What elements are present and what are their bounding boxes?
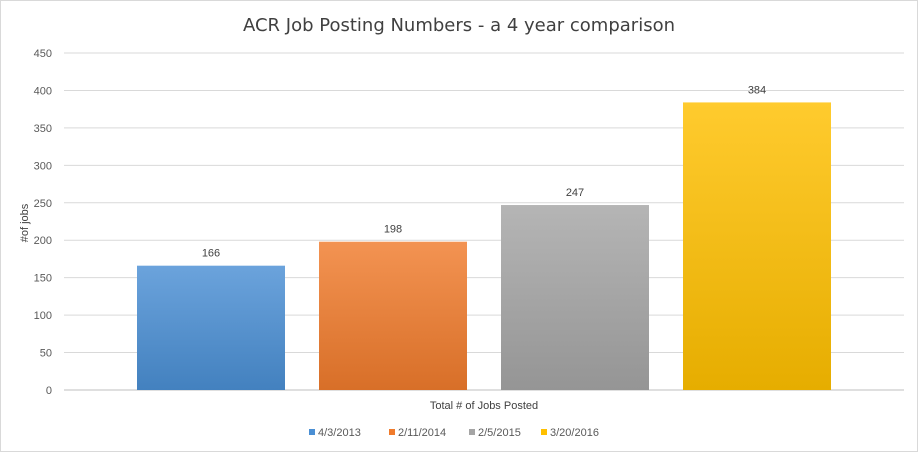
bar-4 bbox=[683, 102, 831, 390]
y-tick-label: 150 bbox=[34, 273, 52, 285]
y-tick-label: 50 bbox=[40, 348, 52, 360]
legend: 4/3/2013 2/11/2014 2/5/2015 3/20/2016 bbox=[309, 427, 599, 439]
y-tick-label: 350 bbox=[34, 123, 52, 135]
y-tick-label: 200 bbox=[34, 235, 52, 247]
bar-1 bbox=[137, 265, 285, 390]
y-tick-label: 0 bbox=[46, 385, 52, 397]
chart-title: ACR Job Posting Numbers - a 4 year compa… bbox=[243, 15, 675, 36]
y-tick-label: 100 bbox=[34, 310, 52, 322]
y-tick-label: 450 bbox=[34, 48, 52, 60]
legend-label: 3/20/2016 bbox=[550, 427, 599, 439]
y-axis-ticks: 0 50 100 150 200 250 300 350 400 450 bbox=[34, 48, 52, 397]
legend-label: 4/3/2013 bbox=[318, 427, 361, 439]
data-label: 166 bbox=[202, 248, 220, 260]
y-tick-label: 400 bbox=[34, 85, 52, 97]
legend-label: 2/5/2015 bbox=[478, 427, 521, 439]
legend-swatch bbox=[309, 429, 315, 435]
legend-swatch bbox=[541, 429, 547, 435]
y-tick-label: 250 bbox=[34, 198, 52, 210]
bar-2 bbox=[319, 241, 467, 390]
x-axis-category-label: Total # of Jobs Posted bbox=[430, 400, 538, 412]
data-labels: 166 198 247 384 bbox=[202, 84, 766, 259]
data-label: 247 bbox=[566, 187, 584, 199]
legend-swatch bbox=[469, 429, 475, 435]
bar-3 bbox=[501, 205, 649, 390]
legend-label: 2/11/2014 bbox=[398, 427, 446, 439]
data-label: 384 bbox=[748, 84, 766, 96]
legend-swatch bbox=[389, 429, 395, 435]
bars bbox=[137, 102, 831, 390]
y-tick-label: 300 bbox=[34, 160, 52, 172]
data-label: 198 bbox=[384, 224, 402, 236]
y-axis-title: #of jobs bbox=[19, 203, 31, 242]
